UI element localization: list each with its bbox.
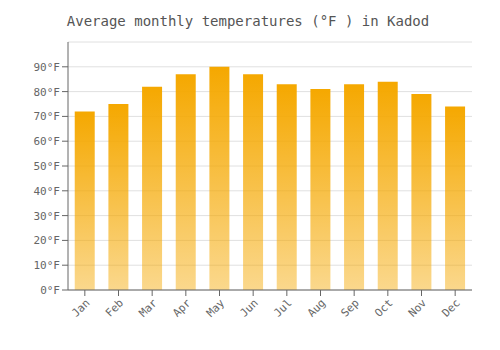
svg-text:10°F: 10°F [34, 259, 61, 272]
svg-text:Apr: Apr [170, 296, 194, 320]
svg-text:60°F: 60°F [34, 135, 61, 148]
svg-text:May: May [204, 296, 228, 320]
html-text:Average monthly temperatures (: Average monthly temperatures (°F ) in Ka… [66, 13, 430, 29]
svg-text:Dec: Dec [440, 296, 463, 319]
svg-text:50°F: 50°F [34, 160, 61, 173]
svg-text:Feb: Feb [103, 296, 126, 319]
svg-text:20°F: 20°F [34, 234, 61, 247]
svg-text:90°F: 90°F [34, 61, 61, 74]
svg-text:Nov: Nov [406, 296, 430, 320]
svg-text:Oct: Oct [372, 296, 395, 319]
svg-text:80°F: 80°F [34, 86, 61, 99]
svg-text:Sep: Sep [339, 296, 362, 319]
svg-text:Jan: Jan [69, 296, 92, 319]
svg-text:Mar: Mar [137, 296, 161, 320]
svg-text:Aug: Aug [305, 296, 328, 319]
svg-text:70°F: 70°F [34, 110, 61, 123]
svg-text:40°F: 40°F [34, 185, 61, 198]
svg-text:30°F: 30°F [34, 210, 61, 223]
svg-text:0°F: 0°F [40, 284, 60, 297]
svg-text:Jul: Jul [271, 296, 294, 319]
svg-text:Jun: Jun [238, 296, 261, 319]
